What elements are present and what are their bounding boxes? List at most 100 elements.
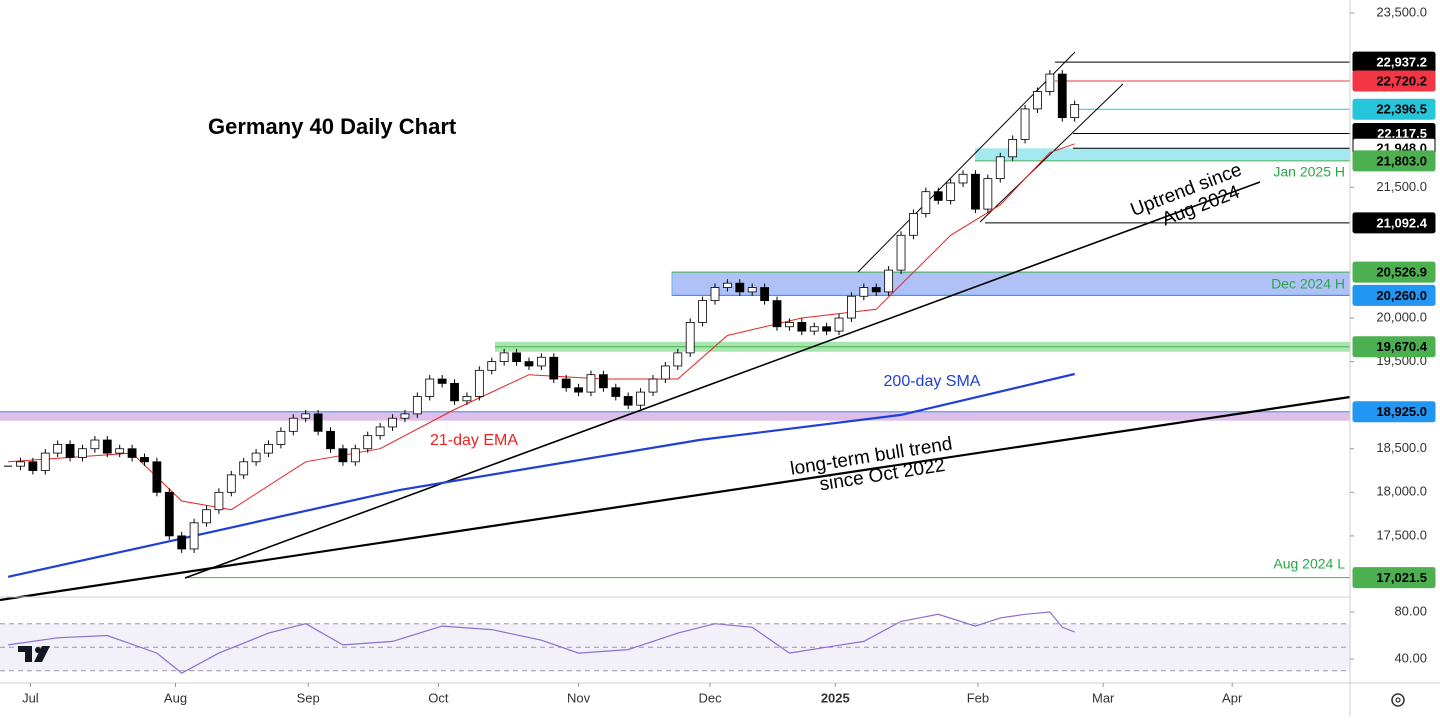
candle <box>772 300 782 328</box>
trend-line <box>0 395 1351 602</box>
candle <box>586 374 596 393</box>
tradingview-logo <box>18 646 50 662</box>
settings-button[interactable] <box>1391 693 1405 707</box>
candle <box>660 365 670 380</box>
support-zone <box>975 148 1350 161</box>
level-label: 22,720.2 <box>1376 73 1427 88</box>
trend-line <box>857 51 1076 273</box>
candle <box>512 352 521 363</box>
annotation: 21-day EMA <box>430 432 518 449</box>
candle <box>648 378 658 393</box>
candle <box>214 491 224 511</box>
level-label: 20,260.0 <box>1376 288 1427 303</box>
y-tick-label: 18,000.0 <box>1376 484 1427 499</box>
candle <box>946 182 956 201</box>
x-tick-label: 2025 <box>821 690 850 705</box>
chart-title: Germany 40 Daily Chart <box>208 114 457 139</box>
candle <box>1033 91 1042 110</box>
candle <box>723 282 732 288</box>
candle <box>65 443 75 458</box>
candle <box>53 443 63 454</box>
candle <box>450 382 459 402</box>
x-tick-label: Mar <box>1092 690 1115 705</box>
annotation: Aug 2024 L <box>1273 556 1345 572</box>
candle <box>809 326 819 332</box>
candle <box>350 448 360 463</box>
candle <box>871 287 881 293</box>
candle <box>673 352 683 367</box>
level-label-box <box>1352 70 1436 92</box>
candle <box>16 461 25 467</box>
candle <box>338 448 348 463</box>
candle <box>164 491 174 537</box>
candle <box>264 443 273 454</box>
candle <box>971 173 980 210</box>
candle <box>909 213 918 236</box>
candle <box>747 287 757 293</box>
candle <box>388 417 397 428</box>
candle <box>90 439 100 450</box>
candle <box>797 321 807 332</box>
y-tick-label: 23,500.0 <box>1376 5 1427 20</box>
candle <box>1020 108 1030 140</box>
candle <box>710 287 720 302</box>
candle <box>685 321 695 354</box>
candle <box>933 191 943 201</box>
candle <box>859 287 869 297</box>
level-label-box <box>1352 261 1436 283</box>
y-tick-label: 21,500.0 <box>1376 179 1427 194</box>
candle <box>636 391 645 406</box>
candle <box>425 378 435 397</box>
candle <box>78 448 87 458</box>
level-label-box <box>1352 401 1436 423</box>
level-label: 22,937.2 <box>1376 55 1427 70</box>
candle <box>437 378 447 384</box>
candle <box>1045 73 1055 92</box>
candle <box>127 448 137 458</box>
candle <box>735 282 745 293</box>
level-label: 21,803.0 <box>1376 153 1427 168</box>
candle <box>983 178 993 210</box>
candle <box>239 461 249 476</box>
candle <box>474 369 484 397</box>
candle <box>40 452 50 471</box>
candle <box>598 374 608 389</box>
candle <box>412 396 422 415</box>
candle <box>834 317 844 332</box>
candle <box>115 448 125 454</box>
level-label-box <box>1352 212 1436 234</box>
candle <box>499 352 509 363</box>
candle <box>462 396 472 402</box>
sma-line <box>7 372 1075 578</box>
axes: 23,500.021,500.020,000.019,500.018,500.0… <box>22 5 1436 705</box>
candle <box>884 269 894 293</box>
candle <box>301 413 311 419</box>
x-tick-label: Jul <box>22 690 39 705</box>
resistance-zone <box>671 271 1351 296</box>
candle <box>611 387 621 397</box>
candle <box>847 295 856 319</box>
candle <box>202 509 211 524</box>
trend-line <box>184 181 1261 579</box>
level-label-box <box>1352 98 1436 120</box>
level-label: 22,396.5 <box>1376 102 1427 117</box>
candle <box>1070 104 1080 119</box>
x-tick-label: Apr <box>1222 690 1243 705</box>
rsi-tick-label: 40.00 <box>1394 650 1427 665</box>
x-tick-label: Dec <box>698 690 722 705</box>
level-label: 18,925.0 <box>1376 404 1427 419</box>
candle <box>896 234 906 271</box>
candle <box>189 522 199 550</box>
support-zone <box>0 411 1350 421</box>
x-tick-label: Sep <box>297 690 320 705</box>
candle <box>536 356 546 367</box>
level-label-box <box>1352 150 1436 172</box>
candle <box>363 435 373 450</box>
candle <box>140 457 149 463</box>
level-label: 21,092.4 <box>1376 215 1427 230</box>
candle <box>326 430 335 450</box>
annotation: 200-day SMA <box>884 373 981 390</box>
candle <box>1008 139 1018 158</box>
